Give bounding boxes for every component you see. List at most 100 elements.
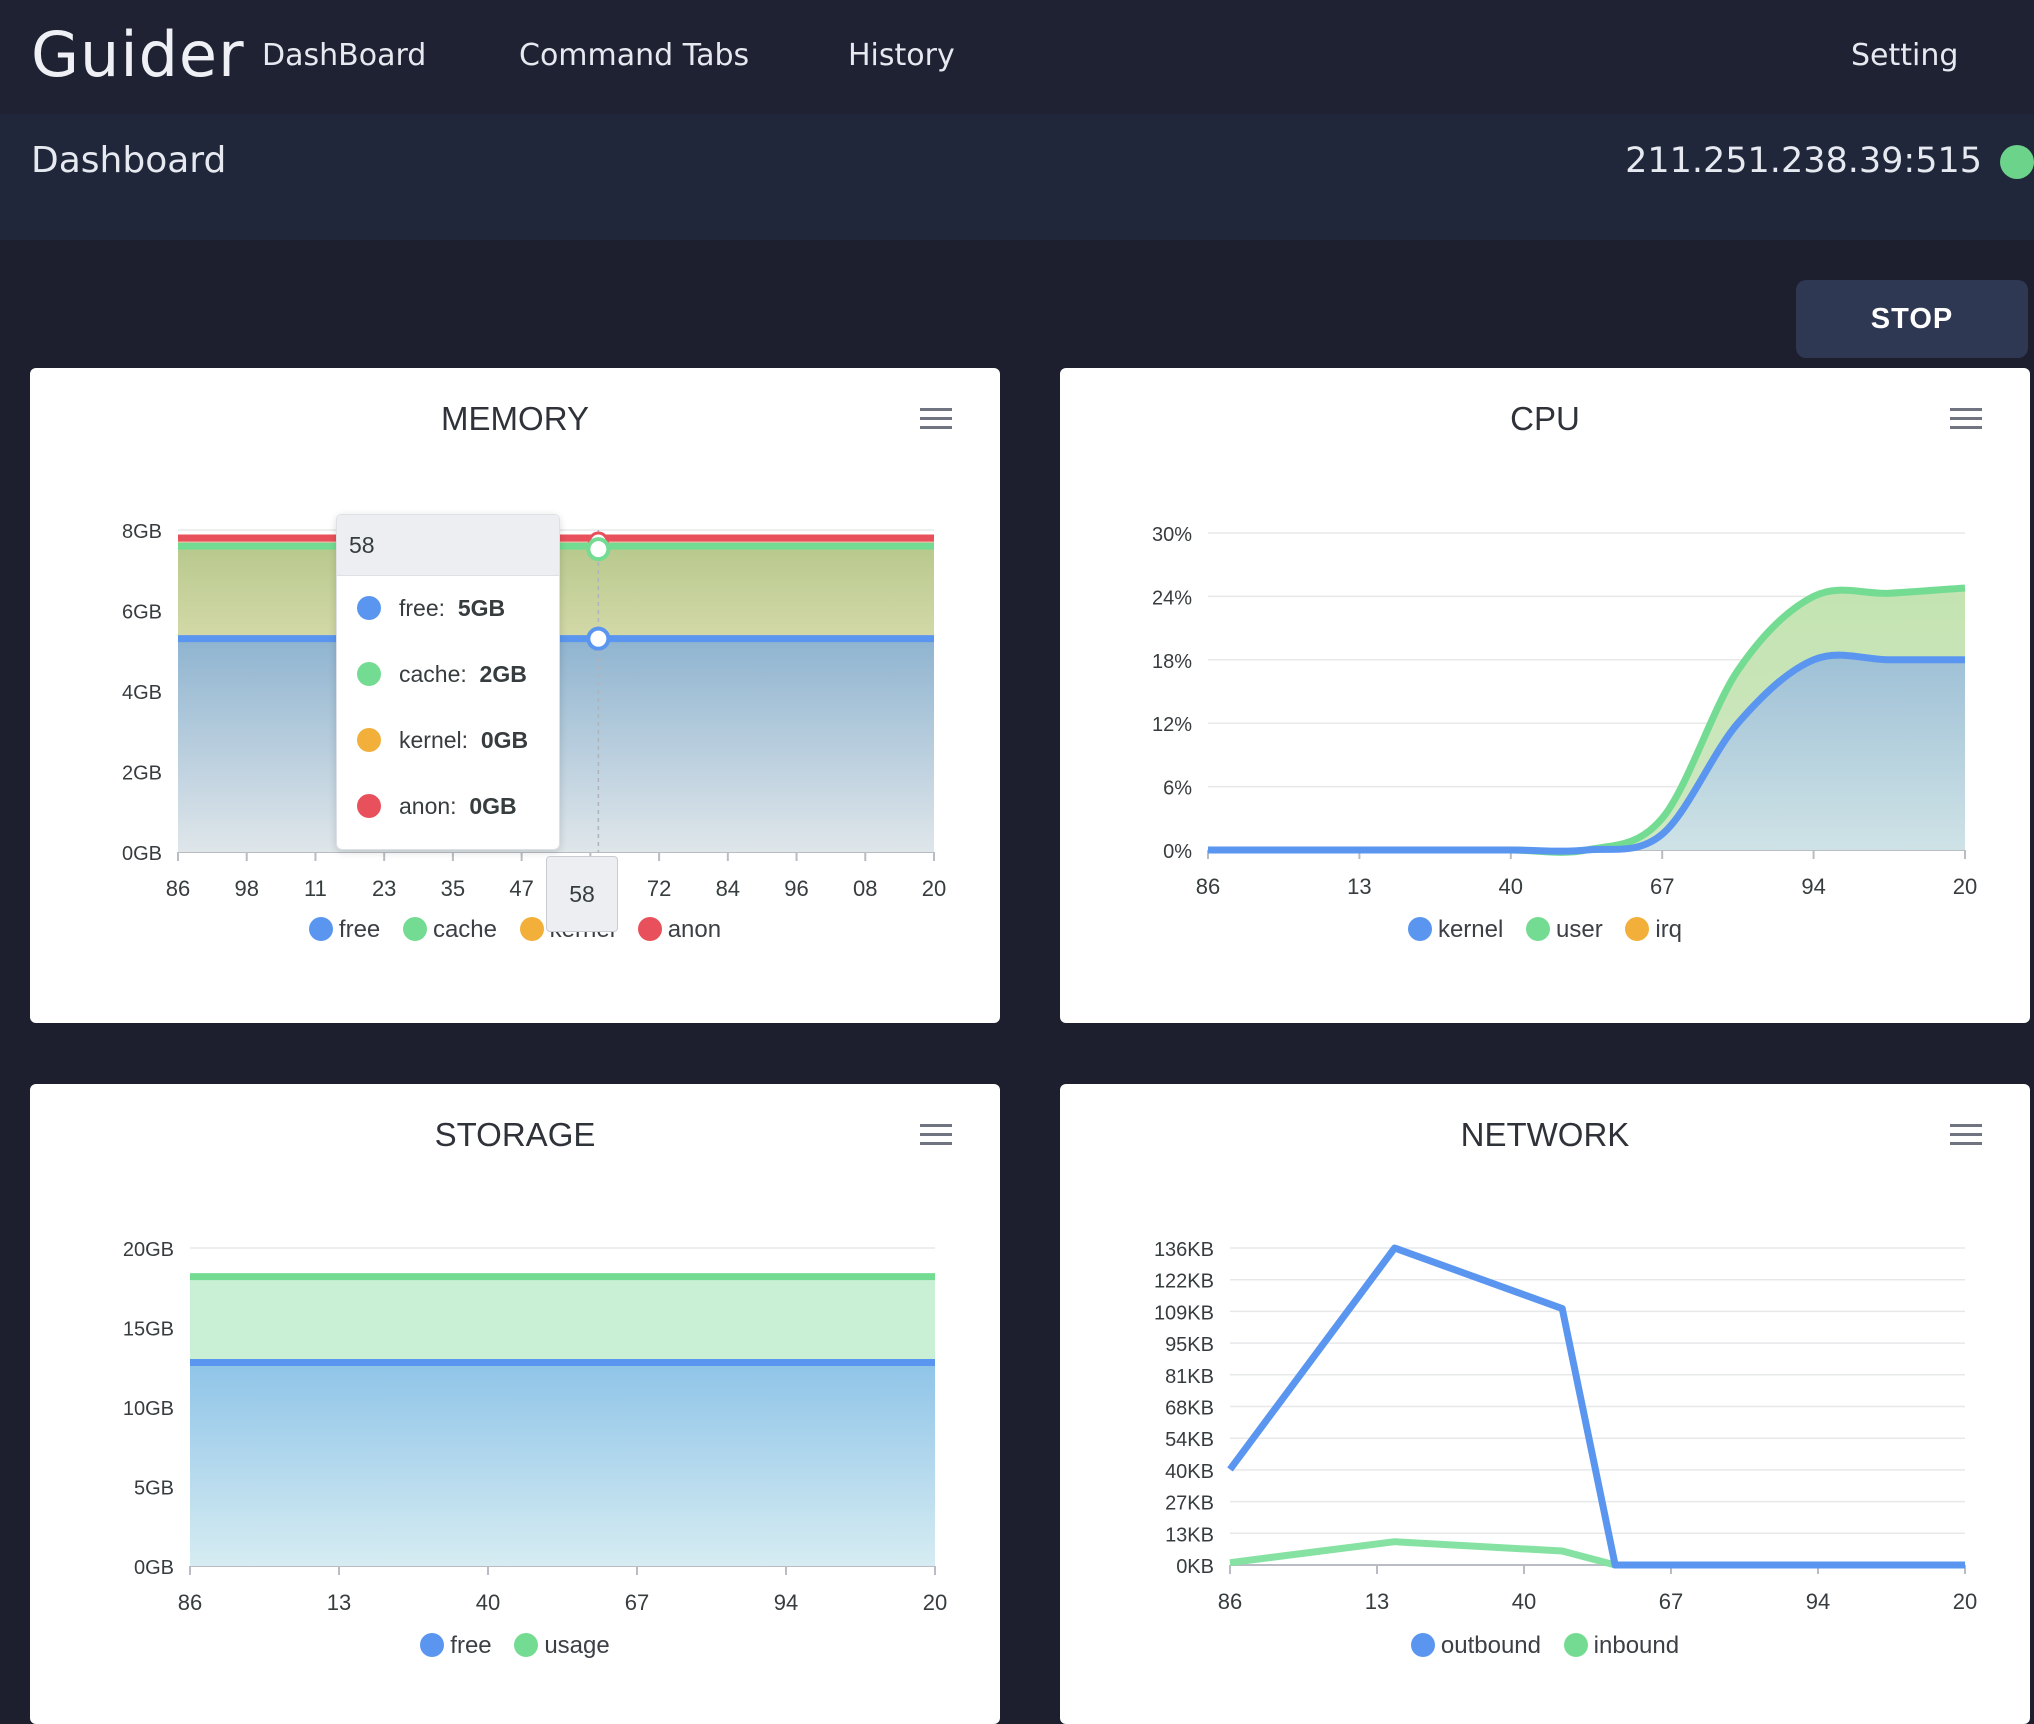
- y-tick-label: 30%: [1152, 524, 1192, 546]
- x-tick-label: 08: [853, 876, 877, 901]
- series-outbound-line: [1227, 1244, 1965, 1569]
- legend-anon[interactable]: anon: [637, 916, 721, 944]
- memory-legend: free cache kernel anon: [30, 916, 1000, 944]
- memory-tooltip: 58 free: 5GB cache: 2GB kernel: 0GB anon…: [336, 514, 560, 850]
- x-tick-label: 20: [1953, 1589, 1977, 1614]
- tooltip-row-cache: cache: 2GB: [337, 642, 559, 708]
- x-tick-label: 13: [1347, 874, 1371, 899]
- storage-card: STORAGE 20GB 15GB 10GB 5GB 0GB 86 13 40 67 94 20 f…: [30, 1084, 1000, 1724]
- x-tick-label: 84: [716, 876, 740, 901]
- storage-menu-icon[interactable]: [920, 1124, 952, 1146]
- x-tick-label: 98: [234, 876, 258, 901]
- y-tick-label: 109KB: [1154, 1302, 1214, 1324]
- y-tick-label: 40KB: [1165, 1461, 1214, 1483]
- cpu-chart-title: CPU: [1510, 400, 1580, 437]
- memory-chart-title: MEMORY: [441, 400, 589, 437]
- y-tick-label: 122KB: [1154, 1271, 1214, 1293]
- x-tick-label: 20: [922, 876, 946, 901]
- y-tick-label: 4GB: [122, 682, 162, 704]
- legend-kernel[interactable]: kernel: [1407, 916, 1503, 944]
- x-tick-label: 40: [1512, 1589, 1536, 1614]
- legend-outbound[interactable]: outbound: [1410, 1632, 1541, 1660]
- legend-cache[interactable]: cache: [402, 916, 497, 944]
- legend-user[interactable]: user: [1526, 916, 1603, 944]
- y-tick-label: 0%: [1163, 841, 1192, 863]
- x-tick-label: 86: [1218, 1589, 1242, 1614]
- storage-chart-title: STORAGE: [434, 1116, 596, 1153]
- y-tick-label: 0KB: [1176, 1556, 1214, 1578]
- x-tick-label: 40: [1499, 874, 1523, 899]
- x-tick-label: 23: [372, 876, 396, 901]
- page-title: Dashboard: [31, 140, 227, 181]
- y-tick-label: 2GB: [122, 763, 162, 785]
- server-address: 211.251.238.39:515: [1625, 141, 1982, 181]
- x-tick-label: 67: [625, 1590, 649, 1615]
- tooltip-title: 58: [337, 515, 559, 576]
- x-tick-label: 35: [441, 876, 465, 901]
- x-tick-label: 94: [1806, 1589, 1830, 1614]
- x-tick-label: 86: [1196, 874, 1220, 899]
- nav-history[interactable]: History: [848, 38, 955, 73]
- tooltip-row-kernel: kernel: 0GB: [337, 708, 559, 774]
- top-navbar: [0, 0, 2034, 114]
- y-tick-label: 54KB: [1165, 1429, 1214, 1451]
- series-kernel-line: [1208, 651, 1965, 855]
- cpu-menu-icon[interactable]: [1950, 408, 1982, 430]
- y-tick-label: 12%: [1152, 714, 1192, 736]
- tooltip-row-anon: anon: 0GB: [337, 774, 559, 840]
- x-tick-label: 47: [509, 876, 533, 901]
- network-card: NETWORK 136KB 122KB 109KB 95KB 81KB 68KB 54KB 4…: [1060, 1084, 2030, 1724]
- x-tick-label: 94: [774, 1590, 798, 1615]
- legend-irq[interactable]: irq: [1625, 916, 1682, 944]
- x-tick-label: 72: [647, 876, 671, 901]
- x-tick-label: 13: [1365, 1589, 1389, 1614]
- y-tick-label: 15GB: [123, 1319, 174, 1341]
- y-tick-label: 24%: [1152, 587, 1192, 609]
- y-tick-label: 95KB: [1165, 1334, 1214, 1356]
- page-header: [0, 114, 2034, 240]
- x-tick-label: 94: [1801, 874, 1825, 899]
- connection-status-indicator: [2000, 145, 2034, 179]
- y-tick-label: 20GB: [123, 1239, 174, 1261]
- y-tick-label: 18%: [1152, 651, 1192, 673]
- y-tick-label: 27KB: [1165, 1493, 1214, 1515]
- legend-free[interactable]: free: [308, 916, 380, 944]
- nav-command-tabs[interactable]: Command Tabs: [519, 38, 750, 73]
- x-tick-label: 67: [1659, 1589, 1683, 1614]
- x-tick-label: 67: [1650, 874, 1674, 899]
- nav-setting[interactable]: Setting: [1851, 38, 1959, 73]
- xaxis-crosshair-label: 58: [546, 856, 618, 932]
- network-legend: outbound inbound: [1060, 1632, 2030, 1660]
- storage-legend: free usage: [30, 1632, 1000, 1660]
- x-tick-label: 13: [327, 1590, 351, 1615]
- y-tick-label: 5GB: [134, 1478, 174, 1500]
- cpu-chart: 30% 24% 18% 12% 6% 0%86 13 40 67 94 20: [1152, 524, 1977, 899]
- x-tick-label: 86: [166, 876, 190, 901]
- brand-logo[interactable]: Guider: [31, 18, 245, 91]
- legend-usage[interactable]: usage: [514, 1632, 610, 1660]
- tooltip-row-free: free: 5GB: [337, 576, 559, 642]
- network-chart: 136KB 122KB 109KB 95KB 81KB 68KB 54KB 40KB 27KB 1…: [1154, 1239, 1977, 1614]
- series-kernel-area: [1208, 655, 1965, 852]
- cpu-card: CPU 30% 24% 18% 12% 6% 0% 86 13 40 67 94 20 kernel …: [1060, 368, 2030, 1023]
- x-tick-label: 20: [1953, 874, 1977, 899]
- nav-dashboard[interactable]: DashBoard: [262, 38, 427, 73]
- y-tick-label: 136KB: [1154, 1239, 1214, 1261]
- marker-cache: [586, 537, 611, 562]
- memory-menu-icon[interactable]: [920, 408, 952, 430]
- x-tick-label: 40: [476, 1590, 500, 1615]
- series-usage-area: [190, 1276, 935, 1363]
- x-tick-label: 96: [784, 876, 808, 901]
- y-tick-label: 81KB: [1165, 1366, 1214, 1388]
- legend-free[interactable]: free: [420, 1632, 492, 1660]
- y-tick-label: 0GB: [134, 1557, 174, 1579]
- y-tick-label: 10GB: [123, 1398, 174, 1420]
- y-tick-label: 68KB: [1165, 1398, 1214, 1420]
- legend-inbound[interactable]: inbound: [1563, 1632, 1679, 1660]
- x-tick-label: 86: [178, 1590, 202, 1615]
- y-tick-label: 13KB: [1165, 1524, 1214, 1546]
- stop-button[interactable]: STOP: [1796, 280, 2028, 358]
- network-menu-icon[interactable]: [1950, 1124, 1982, 1146]
- y-tick-label: 0GB: [122, 843, 162, 865]
